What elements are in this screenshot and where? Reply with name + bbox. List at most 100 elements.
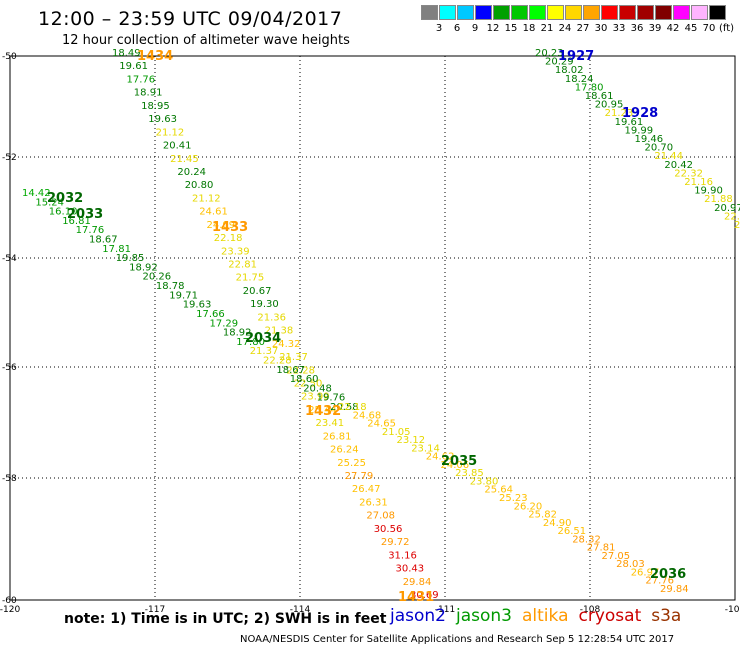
track-1927-value: 19.90	[694, 186, 723, 197]
track-1927-value: 22.90	[724, 211, 740, 222]
satellite-legend: jason2 jason3 altika cryosat s3a	[390, 606, 691, 626]
track-2032-value: 18.78	[156, 281, 185, 292]
lat-tick-label: -52	[2, 153, 17, 163]
pass-label: 2033	[67, 207, 103, 222]
lon-tick-label: -105	[725, 605, 740, 615]
track-1434-value: 26.31	[359, 498, 388, 509]
track-1434-value: 23.39	[221, 246, 250, 257]
track-1434-value: 26.81	[323, 431, 352, 442]
colorbar-label: 45	[684, 23, 698, 34]
track-1434-value: 31.16	[388, 550, 417, 561]
track-1432-value: 25.23	[499, 493, 528, 504]
colorbar-swatch	[619, 5, 636, 20]
pass-label: 2034	[245, 331, 281, 346]
lon-tick-label: -108	[580, 605, 601, 615]
credit-line: NOAA/NESDIS Center for Satellite Applica…	[240, 634, 675, 645]
track-1432-value: 25.82	[528, 510, 557, 521]
track-1432-value: 25.64	[484, 485, 513, 496]
legend-item-altika: altika	[522, 606, 569, 626]
colorbar-label: 39	[648, 23, 662, 34]
colorbar-label: 42	[666, 23, 680, 34]
track-1434-value: 24.32	[272, 339, 301, 350]
track-1432-value: 23.85	[455, 468, 484, 479]
track-2032-value: 20.26	[143, 272, 172, 283]
track-1434-value: 22.18	[214, 233, 243, 244]
colorbar-swatch	[475, 5, 492, 20]
colorbar-swatch	[637, 5, 654, 20]
map-title: 12:00 – 23:59 UTC 09/04/2017	[38, 8, 343, 30]
track-1432-value: 23.14	[411, 443, 440, 454]
track-1927-value: 20.97	[714, 203, 740, 214]
colorbar-swatch	[439, 5, 456, 20]
colorbar-label: 24	[558, 23, 572, 34]
track-1927-value: 19.61	[615, 117, 644, 128]
colorbar-unit: (ft)	[719, 23, 735, 34]
track-1927-value: 22.09	[734, 220, 740, 231]
pass-label: 1431	[398, 590, 434, 605]
track-1434-value: 20.67	[243, 286, 272, 297]
track-2032-value: 19.63	[183, 300, 212, 311]
pass-label: 2032	[47, 191, 83, 206]
track-1434-value: 25.25	[337, 458, 366, 469]
track-1927-value: 22.32	[674, 168, 703, 179]
track-2032-value: 16.81	[62, 216, 91, 227]
track-2032-value: 18.92	[223, 328, 252, 339]
track-1434-value: 24.09	[207, 220, 236, 231]
colorbar-label: 15	[504, 23, 518, 34]
colorbar-swatch	[421, 5, 438, 20]
track-2032-value: 18.92	[129, 262, 158, 273]
lon-tick-label: -114	[290, 605, 311, 615]
lon-tick-label: -120	[0, 605, 20, 615]
track-1434-value: 30.43	[396, 564, 425, 575]
track-1432-value: 26.97	[631, 568, 660, 579]
track-1927-value: 19.99	[625, 125, 654, 136]
track-2032-value: 16.10	[49, 207, 78, 218]
track-2032-value: 19.76	[317, 393, 346, 404]
colorbar-label: 21	[540, 23, 554, 34]
track-1927-value: 18.02	[555, 65, 584, 76]
lat-tick-label: -50	[2, 52, 17, 62]
lon-tick-label: -111	[435, 605, 455, 615]
track-1927-value: 21.16	[684, 177, 713, 188]
colorbar-swatch	[565, 5, 582, 20]
track-1434-value: 30.69	[410, 590, 439, 601]
colorbar-swatch	[691, 5, 708, 20]
footnote: note: 1) Time is in UTC; 2) SWH is in fe…	[64, 611, 387, 627]
track-1434-value: 27.08	[366, 511, 395, 522]
pass-label: 2035	[441, 454, 477, 469]
track-1434-value: 19.63	[148, 114, 177, 125]
track-1434-value: 24.61	[199, 207, 228, 218]
track-1432-value: 23.80	[470, 477, 499, 488]
track-1927-value: 17.80	[575, 82, 604, 93]
lat-tick-label: -54	[2, 254, 17, 264]
track-1432-value: 27.81	[587, 543, 616, 554]
track-1434-value: 23.41	[316, 418, 345, 429]
track-1434-value: 22.81	[228, 260, 257, 271]
track-1434-value: 23.99	[301, 392, 330, 403]
track-2032-value: 14.42	[22, 188, 51, 199]
track-2032-value: 17.80	[236, 337, 265, 348]
track-2032-value: 21.37	[250, 346, 279, 357]
track-1434-value: 18.95	[141, 101, 170, 112]
track-1432-value: 24.62	[426, 452, 455, 463]
track-2032-value: 17.76	[76, 225, 105, 236]
track-1432-value: 24.06	[441, 460, 470, 471]
colorbar-swatch	[673, 5, 690, 20]
track-1432-value: 22.18	[338, 402, 367, 413]
track-1434-value: 18.49	[112, 48, 141, 59]
pass-label: 1432	[305, 404, 341, 419]
colorbar-label: 9	[471, 23, 479, 34]
track-2032-value: 22.28	[263, 356, 292, 367]
legend-item-jason3: jason3	[456, 606, 512, 626]
track-2032-value: 20.48	[303, 383, 332, 394]
track-1432-value: 21.05	[382, 427, 411, 438]
legend-item-s3a: s3a	[651, 606, 682, 626]
track-2032-value: 18.60	[290, 374, 319, 385]
track-2032-value: 18.67	[89, 235, 118, 246]
track-1434-value: 27.79	[345, 471, 374, 482]
track-2032-value: 18.67	[276, 365, 305, 376]
track-2032-value: 17.81	[102, 244, 131, 255]
colorbar-label: 30	[594, 23, 608, 34]
track-1434-value: 19.61	[119, 61, 148, 72]
